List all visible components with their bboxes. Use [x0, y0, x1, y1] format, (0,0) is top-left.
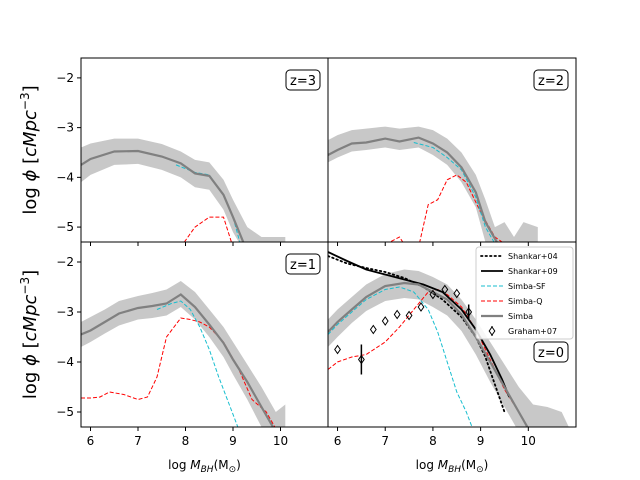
redshift-label: z=0 — [538, 346, 564, 361]
simba-uncertainty-band — [81, 281, 286, 427]
simba-line — [328, 136, 499, 242]
legend-entry: Simba-Q — [508, 297, 543, 306]
plot-area — [328, 126, 538, 242]
graham07-point — [357, 354, 365, 365]
panel-z1: z=1 — [77, 241, 329, 431]
panel-z0: z=0 — [327, 241, 577, 431]
x-tick-label: 6 — [334, 434, 342, 448]
y-axis-label: log ϕ [cMpc−3] — [18, 270, 41, 399]
graham07-point — [369, 324, 377, 335]
graham07-point — [381, 316, 389, 326]
graham07-point — [465, 307, 473, 317]
graham07-point — [393, 309, 401, 320]
x-tick-label: 10 — [273, 434, 288, 448]
panel-z3: z=3 — [77, 57, 329, 246]
simba-uncertainty-band — [328, 126, 538, 242]
legend: Shankar+04 Shankar+09 Simba-SF Simba-Q Simba… — [475, 246, 574, 340]
simba-sf-line — [156, 300, 239, 427]
y-tick-label: −5 — [56, 405, 74, 419]
y-tick-label: −3 — [56, 121, 74, 135]
x-tick-label: 9 — [477, 434, 485, 448]
redshift-label: z=2 — [538, 74, 564, 89]
x-tick-label: 10 — [521, 434, 536, 448]
y-tick-label: −2 — [56, 255, 74, 269]
simba-q-line — [183, 216, 232, 242]
y-tick-label: −3 — [56, 305, 74, 319]
x-tick-label: 9 — [229, 434, 237, 448]
legend-entry: Simba-SF — [508, 282, 546, 291]
axes-text-layer: −2 −3 −4 −5 6 7 8 9 10 −2 −3 −4 −5 6 7 8 9 10 log MBH(M⊙) l… — [18, 71, 536, 475]
simba-uncertainty-band — [328, 269, 569, 427]
x-tick-label: 8 — [182, 434, 190, 448]
graham07-point — [453, 288, 461, 299]
redshift-label: z=3 — [290, 74, 316, 89]
y-tick-label: −2 — [56, 71, 74, 85]
plot-area — [81, 138, 286, 242]
simba-sf-line — [413, 142, 495, 242]
graham07-point — [334, 344, 341, 355]
graham07-point — [405, 310, 413, 321]
panel-z2: z=2 — [327, 57, 577, 246]
graham07-point — [417, 302, 425, 312]
x-axis-label: log MBH(M⊙) — [168, 458, 241, 475]
panels-layer: z=3 z=2 z=1 z=0 — [77, 57, 577, 431]
x-axis-label: log MBH(M⊙) — [416, 458, 489, 475]
y-tick-label: −4 — [56, 355, 74, 369]
x-tick-label: 8 — [429, 434, 437, 448]
redshift-label-box — [285, 253, 321, 275]
simba-sf-line — [328, 286, 473, 427]
redshift-label-box — [285, 69, 321, 91]
shankar09-line — [328, 251, 511, 398]
x-tick-label: 6 — [87, 434, 95, 448]
legend-marker-diamond — [488, 326, 496, 336]
graham07-point — [441, 284, 449, 295]
plot-area — [81, 281, 286, 427]
legend-entry: Shankar+04 — [508, 252, 558, 261]
y-tick-label: −4 — [56, 170, 74, 184]
simba-line — [328, 281, 529, 427]
redshift-label: z=1 — [290, 258, 316, 273]
x-tick-label: 7 — [381, 434, 389, 448]
simba-uncertainty-band — [81, 138, 286, 242]
simba-line — [81, 293, 275, 427]
legend-entry: Graham+07 — [508, 327, 557, 336]
simba-line — [81, 149, 245, 242]
redshift-label-box — [533, 341, 569, 363]
graham07-point — [429, 289, 437, 300]
panel-frame — [327, 241, 577, 428]
y-axis-label: log ϕ [cMpc−3] — [18, 85, 41, 214]
plot-area — [328, 251, 569, 427]
x-tick-label: 7 — [134, 434, 142, 448]
legend-entry: Shankar+09 — [508, 267, 558, 276]
legend-entry: Simba — [508, 312, 533, 321]
redshift-label-box — [533, 69, 569, 91]
y-tick-label: −5 — [56, 220, 74, 234]
